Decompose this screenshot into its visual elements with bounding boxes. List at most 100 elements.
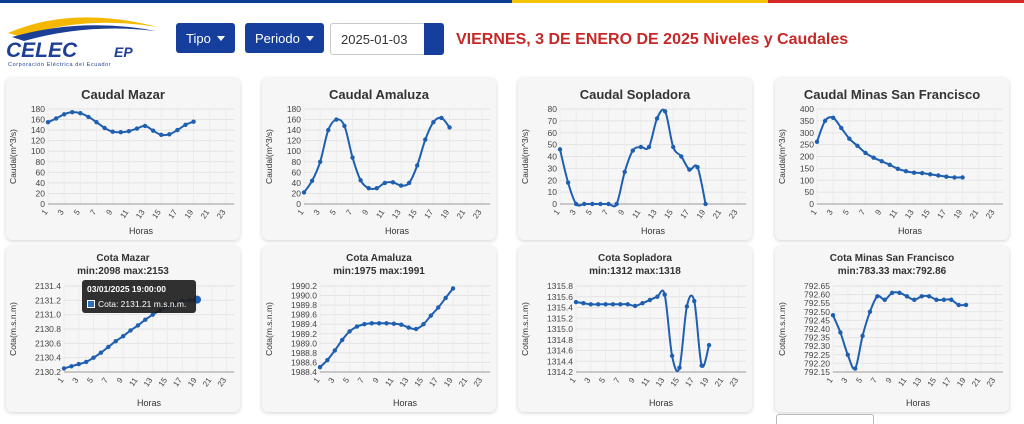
data-point[interactable] <box>830 115 836 120</box>
date-input[interactable] <box>331 24 425 54</box>
data-point[interactable] <box>53 116 59 121</box>
data-point[interactable] <box>382 180 388 186</box>
data-point[interactable] <box>342 123 347 129</box>
data-point[interactable] <box>175 127 180 133</box>
data-point[interactable] <box>354 324 360 329</box>
data-point[interactable] <box>679 154 684 159</box>
periodo-dropdown-button[interactable]: Periodo <box>245 23 324 53</box>
data-point[interactable] <box>960 175 965 180</box>
data-point[interactable] <box>362 322 367 327</box>
data-point[interactable] <box>845 352 850 357</box>
data-point[interactable] <box>590 201 595 207</box>
data-point[interactable] <box>374 185 379 191</box>
data-point[interactable] <box>573 299 579 305</box>
data-point[interactable] <box>350 155 355 160</box>
data-point[interactable] <box>415 163 420 168</box>
data-point[interactable] <box>903 169 909 174</box>
data-point[interactable] <box>447 125 452 130</box>
data-point[interactable] <box>863 150 868 156</box>
data-point[interactable] <box>677 365 682 370</box>
data-point[interactable] <box>406 180 412 186</box>
data-point[interactable] <box>595 302 601 307</box>
data-point[interactable] <box>421 322 426 327</box>
data-point[interactable] <box>928 172 933 177</box>
data-point[interactable] <box>443 295 448 301</box>
data-point[interactable] <box>150 128 156 133</box>
data-point[interactable] <box>581 301 586 306</box>
data-point[interactable] <box>94 119 99 125</box>
data-point[interactable] <box>625 302 630 307</box>
chart-svg[interactable]: Cota Mazar min:2098 max:2153 2130.2 2130.4 2… <box>6 246 240 412</box>
data-point[interactable] <box>618 302 623 307</box>
data-point[interactable] <box>391 321 397 326</box>
data-point[interactable] <box>814 139 820 144</box>
data-point[interactable] <box>317 365 323 370</box>
data-point[interactable] <box>128 328 133 333</box>
data-point[interactable] <box>406 325 411 330</box>
tipo-dropdown-button[interactable]: Tipo <box>176 23 235 53</box>
data-point[interactable] <box>301 190 307 195</box>
data-point[interactable] <box>126 128 132 134</box>
data-point[interactable] <box>895 166 901 172</box>
data-point[interactable] <box>423 137 428 142</box>
data-point[interactable] <box>332 348 337 353</box>
data-point[interactable] <box>91 355 96 360</box>
data-point[interactable] <box>934 297 939 302</box>
data-point[interactable] <box>61 112 67 117</box>
data-point[interactable] <box>919 294 924 299</box>
data-point[interactable] <box>684 304 690 309</box>
data-point[interactable] <box>919 170 925 176</box>
data-point[interactable] <box>78 111 83 116</box>
data-point[interactable] <box>118 130 123 135</box>
data-point[interactable] <box>692 298 697 304</box>
data-point[interactable] <box>926 294 932 299</box>
data-point[interactable] <box>390 180 396 185</box>
data-point[interactable] <box>183 122 188 128</box>
data-point[interactable] <box>952 175 957 180</box>
calendar-icon[interactable] <box>424 23 444 55</box>
data-point[interactable] <box>904 294 910 299</box>
data-point[interactable] <box>76 361 81 367</box>
data-point[interactable] <box>439 115 444 121</box>
data-point[interactable] <box>159 132 164 138</box>
data-point[interactable] <box>98 350 104 355</box>
data-point[interactable] <box>871 155 876 160</box>
data-point[interactable] <box>376 321 382 326</box>
data-point[interactable] <box>847 136 852 141</box>
data-point[interactable] <box>573 201 579 207</box>
data-point[interactable] <box>398 183 404 188</box>
data-point[interactable] <box>860 333 865 339</box>
data-point[interactable] <box>963 302 969 308</box>
data-point[interactable] <box>662 109 668 114</box>
data-point[interactable] <box>603 302 608 307</box>
data-point[interactable] <box>325 357 330 363</box>
data-point[interactable] <box>69 364 74 369</box>
data-point[interactable] <box>135 323 141 328</box>
data-point[interactable] <box>431 119 436 125</box>
data-point[interactable] <box>598 201 603 207</box>
data-point[interactable] <box>706 342 712 348</box>
data-point[interactable] <box>822 118 828 124</box>
data-point[interactable] <box>347 329 352 334</box>
data-point[interactable] <box>830 313 836 318</box>
data-point[interactable] <box>912 297 917 302</box>
data-point[interactable] <box>638 144 644 150</box>
date-picker[interactable] <box>330 23 444 55</box>
data-point[interactable] <box>110 129 115 134</box>
data-point[interactable] <box>142 123 148 129</box>
data-point[interactable] <box>936 173 941 178</box>
data-point[interactable] <box>143 317 148 322</box>
data-point[interactable] <box>941 297 947 302</box>
data-point[interactable] <box>134 126 140 131</box>
data-point[interactable] <box>887 162 892 168</box>
data-point[interactable] <box>70 109 75 115</box>
data-point[interactable] <box>838 330 843 335</box>
data-point[interactable] <box>699 363 704 368</box>
data-point[interactable] <box>61 366 67 371</box>
data-point[interactable] <box>654 116 660 121</box>
data-point[interactable] <box>358 178 363 183</box>
